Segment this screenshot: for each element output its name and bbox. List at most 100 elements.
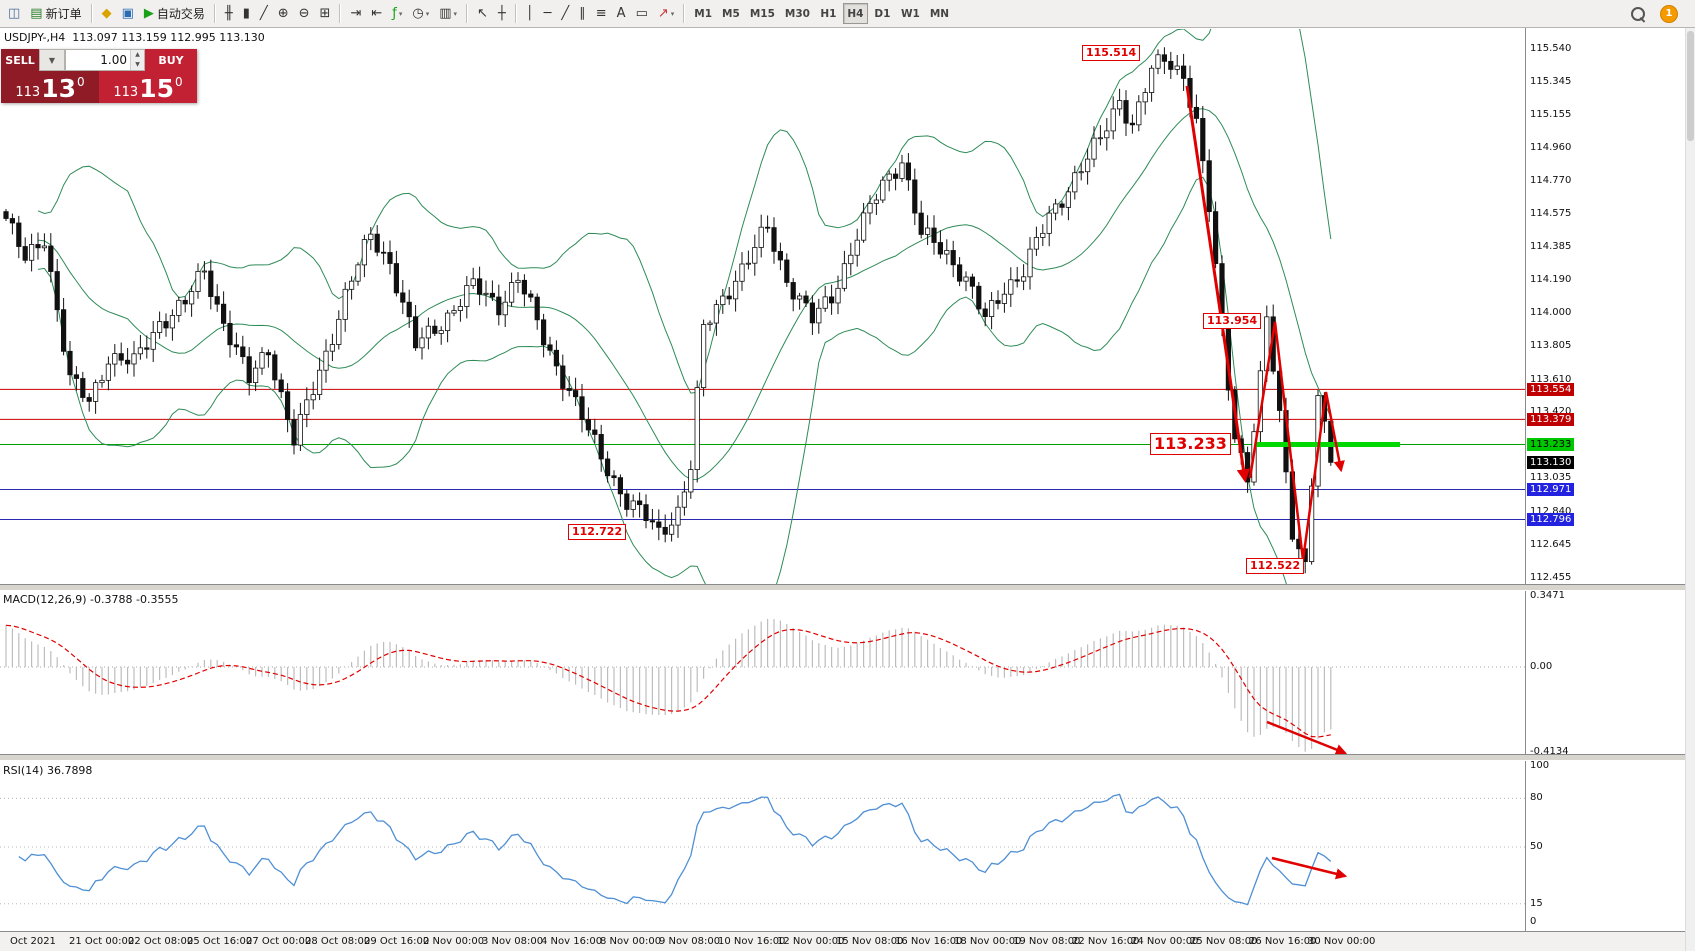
time-axis-label: 26 Nov 16:00: [1249, 936, 1317, 947]
price-axis-tag: 113.233: [1527, 437, 1575, 451]
rsi-axis-tick: 100: [1530, 760, 1550, 771]
time-axis[interactable]: Oct 2021 21 Oct 00:00 22 Oct 08:00 25 Oct 1…: [0, 931, 1695, 951]
tile-windows-icon[interactable]: ⊞: [319, 6, 331, 21]
line-chart-icon[interactable]: ╱: [259, 6, 268, 21]
timeframe-m15-button[interactable]: M15: [749, 7, 775, 20]
expert-advisors-icon[interactable]: ◆: [101, 6, 112, 21]
search-icon[interactable]: [1627, 2, 1649, 25]
periods-icon[interactable]: ◷ ▾: [412, 6, 430, 21]
timeframe-w1-button[interactable]: W1: [900, 7, 920, 20]
top-toolbar: ◫ ▤ 新订单 ◆ ▣ ▶ 自动交易 ╫ ▮ ╱ ⊕ ⊖ ⊞ ⇥ ⇤ ƒ ▾ ◷ ▾ ▥ ▾ ↖ ┼ │ ─ ╱ ∥ ≡ A ▭ ↗ ▾ M1 M…: [0, 0, 1695, 28]
arrows-icon[interactable]: ↗ ▾: [657, 6, 675, 21]
macd-axis-tick: 0.3471: [1530, 589, 1565, 601]
equidistant-channel-icon[interactable]: ∥: [579, 6, 586, 21]
macd-panel-divider[interactable]: [0, 584, 1695, 591]
candlestick-chart-icon[interactable]: ▮: [242, 6, 250, 21]
macd-axis-tick: -0.4134: [1530, 745, 1569, 757]
volume-input[interactable]: 1.00 ▲ ▼: [65, 49, 145, 71]
time-axis-label: 21 Oct 00:00: [69, 936, 135, 947]
text-icon[interactable]: A: [616, 6, 626, 21]
price-axis-tick: 115.345: [1530, 76, 1572, 88]
time-axis-label: Oct 2021: [10, 936, 56, 947]
price-axis-tick: 113.610: [1530, 373, 1572, 385]
toolbar-separator: [683, 4, 686, 23]
horizontal-line-icon[interactable]: ─: [543, 6, 552, 21]
time-axis-label: 3 Nov 08:00: [482, 936, 544, 947]
price-annotation[interactable]: 115.514: [1082, 45, 1141, 62]
toolbar-separator: [466, 4, 469, 23]
time-axis-label: 8 Nov 00:00: [600, 936, 662, 947]
price-axis-tick: 114.385: [1530, 240, 1572, 252]
new-order-button-label: 新订单: [45, 7, 82, 21]
indicators-icon[interactable]: ƒ ▾: [392, 6, 403, 21]
chevron-down-icon: ▾: [670, 9, 675, 18]
vertical-scrollbar[interactable]: [1685, 28, 1695, 951]
chart-window-icon[interactable]: ◫: [8, 6, 21, 21]
sell-button[interactable]: SELL: [1, 49, 39, 71]
timeframe-mn-button[interactable]: MN: [929, 7, 950, 20]
buy-button[interactable]: BUY: [145, 49, 197, 71]
price-axis-tick: 115.540: [1530, 42, 1572, 54]
notification-badge[interactable]: 1: [1660, 4, 1678, 23]
trendline-icon[interactable]: ╱: [561, 6, 570, 21]
macd-indicator-label: MACD(12,26,9) -0.3788 -0.3555: [3, 593, 179, 606]
autotrading-button-label: 自动交易: [156, 7, 205, 21]
buy-price-prefix: 113: [113, 85, 139, 100]
timeframe-h1-button[interactable]: H1: [820, 7, 837, 20]
text-label-icon[interactable]: ▭: [635, 6, 648, 21]
vertical-line-icon[interactable]: │: [525, 6, 534, 21]
price-axis-tick: 113.035: [1530, 472, 1572, 484]
timeframe-d1-button[interactable]: D1: [874, 7, 891, 20]
timeframe-m5-button[interactable]: M5: [722, 7, 740, 20]
new-order-button[interactable]: ▤ 新订单: [30, 6, 82, 21]
autotrading-button[interactable]: ▶ 自动交易: [143, 6, 205, 21]
bar-chart-icon[interactable]: ╫: [224, 6, 233, 21]
timeframe-h4-button[interactable]: H4: [842, 3, 868, 24]
stepper-down-icon[interactable]: ▼: [131, 60, 144, 70]
time-axis-label: 29 Oct 16:00: [364, 936, 430, 947]
cursor-icon[interactable]: ↖: [477, 6, 488, 21]
scrollbar-thumb[interactable]: [1687, 31, 1694, 141]
zoom-out-icon[interactable]: ⊖: [298, 6, 310, 21]
price-axis-tick: 114.000: [1530, 306, 1572, 318]
volume-value: 1.00: [100, 53, 127, 67]
timeframe-m1-button[interactable]: M1: [694, 7, 713, 20]
rsi-axis-tick: 0: [1530, 916, 1537, 927]
auto-scroll-icon[interactable]: ⇥: [350, 6, 362, 21]
price-axis-tick: 114.770: [1530, 174, 1572, 186]
chevron-down-icon: ▾: [453, 9, 458, 18]
buy-price[interactable]: 113 15 0: [99, 71, 197, 103]
stepper-up-icon[interactable]: ▲: [131, 50, 144, 60]
rsi-axis-tick: 15: [1530, 897, 1543, 909]
zoom-in-icon[interactable]: ⊕: [277, 6, 289, 21]
volume-stepper[interactable]: ▲ ▼: [130, 50, 144, 70]
trade-options-dropdown[interactable]: ▼: [39, 49, 65, 71]
sell-price[interactable]: 113 13 0: [1, 71, 99, 103]
price-axis-tick: 113.805: [1530, 340, 1572, 352]
price-axis-tick: 112.455: [1530, 571, 1572, 583]
toolbar-separator: [90, 4, 93, 23]
timeframe-m30-button[interactable]: M30: [784, 7, 810, 20]
crosshair-icon[interactable]: ┼: [497, 6, 506, 21]
rsi-axis-tick: 80: [1530, 792, 1543, 804]
price-annotation[interactable]: 112.522: [1246, 558, 1305, 575]
time-axis-label: 10 Nov 16:00: [718, 936, 786, 947]
time-axis-label: 16 Nov 16:00: [895, 936, 963, 947]
price-annotation[interactable]: 113.954: [1203, 312, 1262, 329]
price-annotation[interactable]: 113.233: [1150, 433, 1231, 456]
fibonacci-icon[interactable]: ≡: [595, 6, 607, 21]
sell-price-pips: 13: [41, 74, 76, 103]
market-watch-icon[interactable]: ▣: [121, 6, 134, 21]
time-axis-label: 28 Oct 08:00: [305, 936, 371, 947]
rsi-panel-divider[interactable]: [0, 754, 1695, 761]
chart-ohlc-header: USDJPY-,H4 113.097 113.159 112.995 113.1…: [4, 31, 265, 44]
price-annotation[interactable]: 112.722: [568, 524, 627, 541]
time-axis-label: 4 Nov 16:00: [541, 936, 603, 947]
price-axis-tick: 114.960: [1530, 142, 1572, 154]
templates-icon[interactable]: ▥ ▾: [439, 6, 458, 21]
rsi-indicator-label: RSI(14) 36.7898: [3, 764, 93, 777]
time-axis-label: 12 Nov 00:00: [777, 936, 845, 947]
chart-shift-icon[interactable]: ⇤: [371, 6, 383, 21]
time-axis-label: 25 Oct 16:00: [187, 936, 253, 947]
